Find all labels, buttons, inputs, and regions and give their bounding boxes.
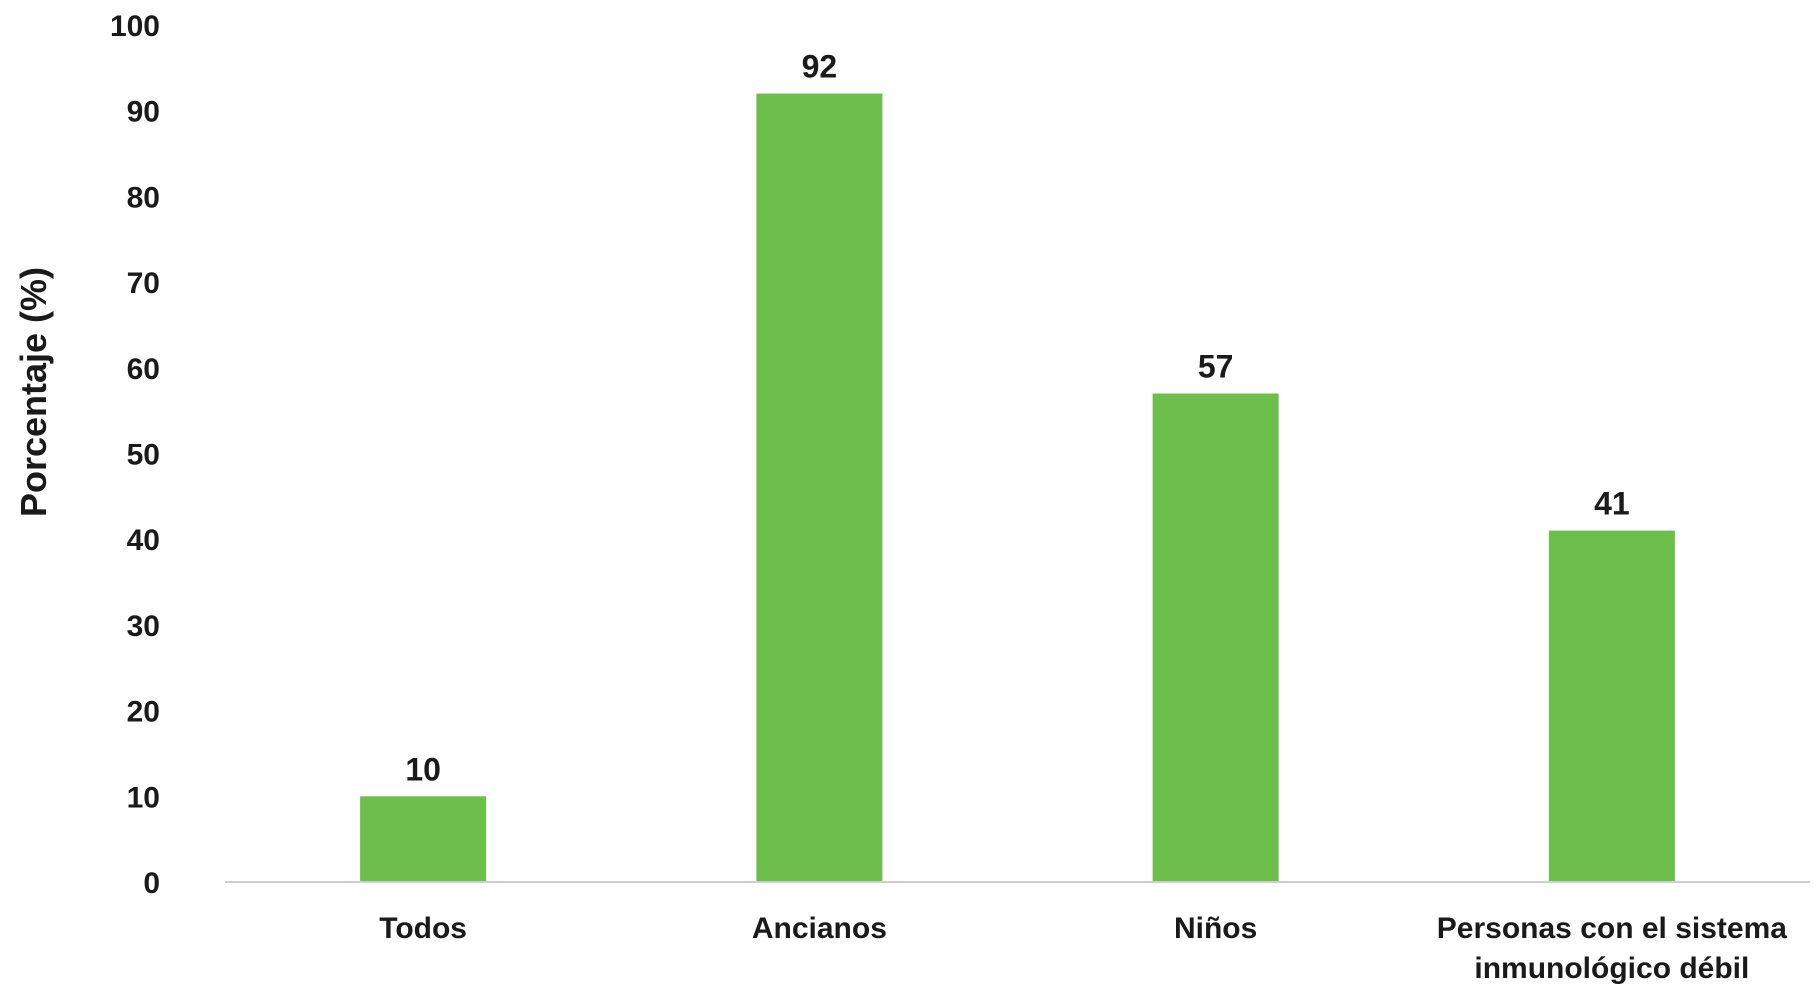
y-tick-label: 40 bbox=[127, 524, 160, 557]
bars bbox=[360, 93, 1675, 882]
y-tick-label: 70 bbox=[127, 267, 160, 300]
y-tick-label: 80 bbox=[127, 181, 160, 214]
x-tick-label: Niños bbox=[1174, 912, 1257, 945]
y-tick-label: 100 bbox=[110, 10, 160, 43]
data-labels: 10 92 57 41 bbox=[405, 49, 1629, 788]
y-tick-label: 90 bbox=[127, 96, 160, 129]
y-tick-label: 0 bbox=[143, 867, 160, 900]
y-axis-title: Porcentaje (%) bbox=[13, 267, 54, 517]
y-tick-label: 30 bbox=[127, 610, 160, 643]
x-tick-label: Todos bbox=[379, 912, 467, 945]
bar bbox=[1548, 530, 1675, 882]
y-tick-label: 60 bbox=[127, 353, 160, 386]
data-label: 41 bbox=[1594, 486, 1630, 522]
x-tick-label: inmunológico débil bbox=[1474, 952, 1749, 985]
y-tick-label: 10 bbox=[127, 781, 160, 814]
y-axis-title-group: Porcentaje (%) bbox=[13, 267, 54, 517]
category-labels: Todos Ancianos Niños Personas con el sistem… bbox=[379, 912, 1787, 985]
y-tick-label: 20 bbox=[127, 696, 160, 729]
y-axis-ticks: 0 10 20 30 40 50 60 70 80 90 100 bbox=[110, 10, 160, 900]
data-label: 10 bbox=[405, 751, 441, 787]
x-tick-label: Ancianos bbox=[752, 912, 887, 945]
bar bbox=[1152, 393, 1279, 882]
x-tick-label: Personas con el sistema bbox=[1437, 912, 1787, 945]
bar bbox=[360, 796, 487, 882]
data-label: 57 bbox=[1198, 349, 1234, 385]
data-label: 92 bbox=[802, 49, 838, 85]
y-tick-label: 50 bbox=[127, 439, 160, 472]
bar bbox=[756, 93, 883, 882]
